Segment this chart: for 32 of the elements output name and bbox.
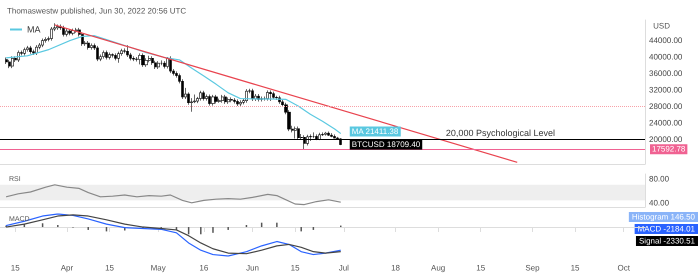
annotation: BTCUSD 18709.40 (352, 140, 421, 150)
x-tick-label: 15 (290, 264, 300, 272)
x-tick-label: Apr (60, 264, 74, 272)
x-tick-label: Jul (338, 264, 350, 272)
y-tick-label: 24000.00 (649, 118, 683, 128)
x-tick-label: 15 (476, 264, 486, 272)
x-tick-label: Jun (246, 264, 259, 272)
x-tick-label: 18 (391, 264, 401, 272)
x-tick-label: 15 (570, 264, 580, 272)
y-axis-title: USD (653, 22, 670, 30)
ref-line-label: 20,000 Psychological Level (446, 128, 555, 138)
x-tick-label: Oct (617, 264, 631, 272)
x-tick-label: 15 (10, 264, 20, 272)
y-tick-label: 20000.00 (649, 134, 683, 144)
y-tick-label: 32000.00 (649, 85, 683, 94)
y-tick-label: 40000.00 (649, 52, 683, 62)
chart-title: Thomaswestw published, Jun 30, 2022 20:56 UTC (7, 6, 186, 16)
legend-label: MA (27, 24, 40, 34)
annotation: MA 21411.38 (352, 127, 399, 136)
y-tick-label: 44000.00 (649, 36, 683, 46)
x-tick-label: 16 (199, 264, 209, 272)
y-tick-label: 36000.00 (649, 68, 683, 78)
ref-line-label: 17592.78 (652, 144, 686, 154)
annotation: Histogram 146.50 (632, 212, 696, 222)
y-tick-label: 28000.00 (649, 102, 683, 111)
y-tick-label: 40.00 (649, 198, 670, 208)
x-tick-label: Sep (525, 264, 540, 272)
x-tick-label: May (150, 264, 166, 272)
x-tick-label: 15 (105, 264, 115, 272)
annotation: Signal -2330.51 (638, 236, 696, 246)
y-tick-label: 80.00 (649, 174, 670, 184)
x-tick-label: Aug (430, 264, 446, 272)
